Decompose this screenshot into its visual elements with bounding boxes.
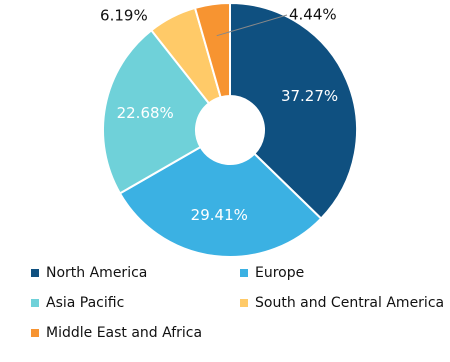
value-label: 29.41% <box>191 206 248 224</box>
legend-label: Asia Pacific <box>46 295 124 311</box>
legend-marker <box>31 299 39 307</box>
value-label: 6.19% <box>100 6 148 24</box>
legend-label: Europe <box>255 265 304 281</box>
legend-marker <box>31 329 39 337</box>
legend-label: South and Central America <box>255 295 444 311</box>
leader-line <box>216 14 288 37</box>
legend-marker <box>240 299 248 307</box>
legend-label: Middle East and Africa <box>46 325 202 341</box>
slice <box>118 145 323 258</box>
value-label: 37.27% <box>281 87 338 105</box>
slice <box>193 1 231 99</box>
slice <box>229 1 358 220</box>
value-label: 22.68% <box>117 104 174 122</box>
legend-marker <box>240 269 248 277</box>
legend-marker <box>31 269 39 277</box>
value-label: 4.44% <box>289 6 337 24</box>
legend-label: North America <box>46 265 147 281</box>
